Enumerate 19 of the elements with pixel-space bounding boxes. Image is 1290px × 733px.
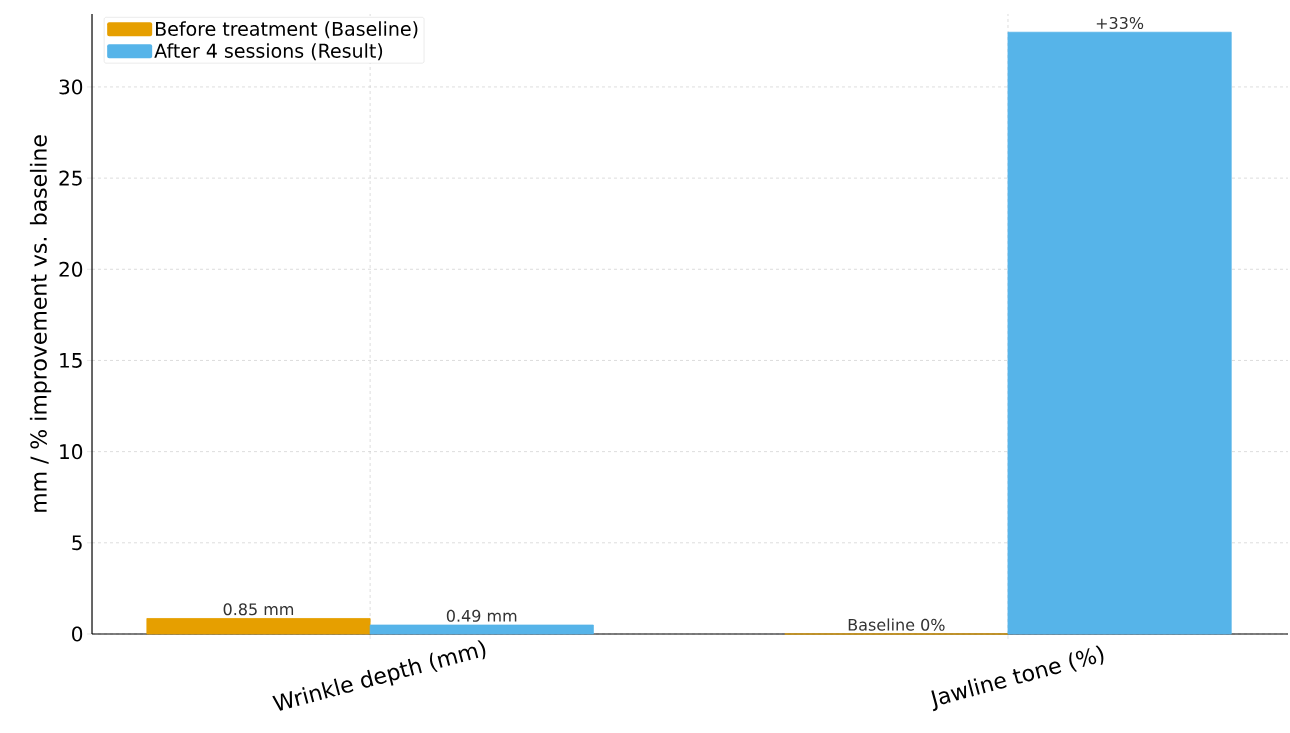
legend-label: Before treatment (Baseline) <box>156 21 418 39</box>
bar <box>1007 31 1232 635</box>
y-axis-title: mm / % improvement vs. baseline <box>29 135 52 512</box>
y-tick-label: 20 <box>59 261 83 277</box>
x-tick-label: Jawline tone (%) <box>931 645 1104 712</box>
data-label: +33% <box>1096 16 1144 30</box>
bar <box>146 618 371 635</box>
data-label: 0.85 mm <box>223 603 294 616</box>
x-tick-label: Wrinkle depth (mm) <box>272 640 486 711</box>
data-label: Baseline 0% <box>848 618 945 631</box>
data-label: 0.49 mm <box>446 609 517 622</box>
y-tick-label: 15 <box>60 353 82 368</box>
y-tick-label: 25 <box>59 170 82 186</box>
y-tick-label: 5 <box>72 535 82 551</box>
bar <box>369 624 594 635</box>
y-tick-label: 30 <box>59 79 83 95</box>
y-tick-label: 10 <box>60 444 83 460</box>
y-tick-label: 0 <box>72 626 83 642</box>
legend-label: After 4 sessions (Result) <box>154 43 383 61</box>
